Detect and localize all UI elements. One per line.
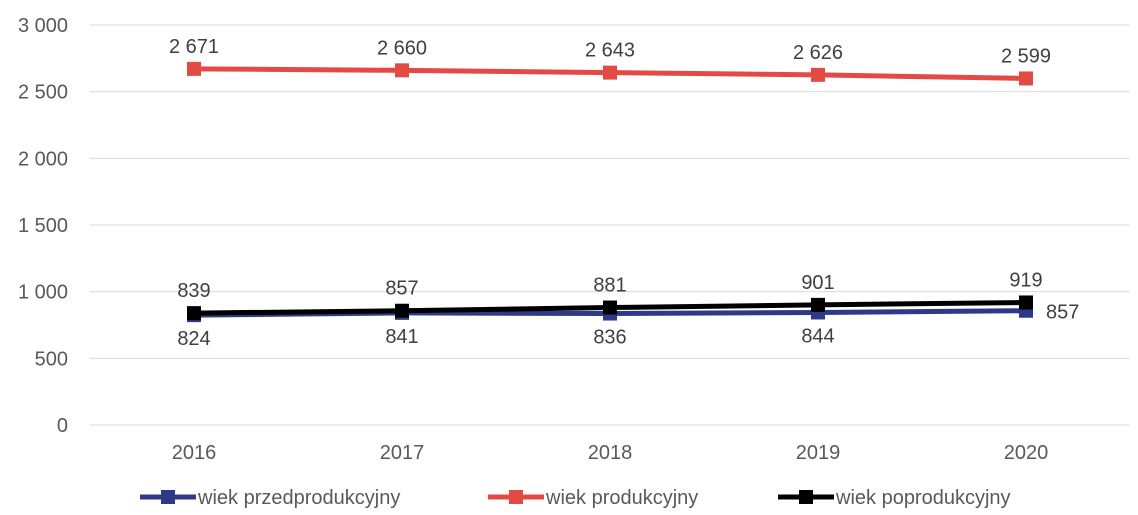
data-label: 2 643 xyxy=(585,40,635,62)
series-lines xyxy=(187,61,1033,323)
data-label: 881 xyxy=(593,275,626,297)
y-tick-label: 0 xyxy=(57,415,68,437)
data-point-marker xyxy=(603,300,617,315)
data-point-marker xyxy=(1019,71,1033,86)
data-label: 919 xyxy=(1009,269,1042,291)
y-tick-label: 3 000 xyxy=(18,15,68,37)
data-point-marker xyxy=(187,306,201,321)
legend: wiek przedprodukcyjny wiek produkcyjny wie… xyxy=(140,487,1011,509)
data-label: 857 xyxy=(385,278,418,300)
data-label: 841 xyxy=(385,326,418,348)
x-tick-label: 2020 xyxy=(1004,442,1049,464)
data-label: 824 xyxy=(177,328,210,350)
data-point-marker xyxy=(811,67,825,82)
x-tick-label: 2017 xyxy=(380,442,425,464)
gridlines xyxy=(90,24,1130,426)
data-label: 2 626 xyxy=(793,42,843,64)
data-point-marker xyxy=(395,63,409,78)
data-point-marker xyxy=(187,61,201,76)
data-label: 2 671 xyxy=(169,36,219,58)
data-label: 839 xyxy=(177,280,210,302)
y-tick-label: 2 500 xyxy=(18,82,68,104)
y-tick-label: 1 500 xyxy=(18,215,68,237)
legend-marker-swatch xyxy=(799,490,813,504)
series-2 xyxy=(187,295,1033,321)
legend-label: wiek produkcyjny xyxy=(545,487,698,509)
data-label: 857 xyxy=(1046,302,1079,324)
legend-marker-swatch xyxy=(509,490,523,504)
legend-item-0: wiek przedprodukcyjny xyxy=(140,487,400,509)
legend-label: wiek poprodukcyjny xyxy=(835,487,1011,509)
data-label: 844 xyxy=(801,325,834,347)
data-label: 2 599 xyxy=(1001,45,1051,67)
legend-item-1: wiek produkcyjny xyxy=(488,487,698,509)
data-label: 2 660 xyxy=(377,37,427,59)
data-point-marker xyxy=(395,303,409,318)
data-point-marker xyxy=(1019,295,1033,310)
y-axis-ticks: 0 500 1 000 1 500 2 000 2 500 3 000 xyxy=(18,15,68,437)
y-tick-label: 1 000 xyxy=(18,282,68,304)
y-tick-label: 500 xyxy=(35,348,68,370)
data-point-marker xyxy=(811,297,825,312)
data-label: 901 xyxy=(801,272,834,294)
x-tick-label: 2019 xyxy=(796,442,841,464)
series-1 xyxy=(187,61,1033,86)
data-label: 836 xyxy=(593,327,626,349)
x-axis-ticks: 2016 2017 2018 2019 2020 xyxy=(172,442,1049,464)
data-point-marker xyxy=(603,65,617,80)
data-labels: 824 841 836 844 857 2 671 2 660 2 643 2 626 2 599… xyxy=(169,36,1079,350)
x-tick-label: 2018 xyxy=(588,442,633,464)
y-tick-label: 2 000 xyxy=(18,148,68,170)
legend-label: wiek przedprodukcyjny xyxy=(197,487,400,509)
legend-item-2: wiek poprodukcyjny xyxy=(778,487,1011,509)
legend-marker-swatch xyxy=(161,490,175,504)
x-tick-label: 2016 xyxy=(172,442,217,464)
